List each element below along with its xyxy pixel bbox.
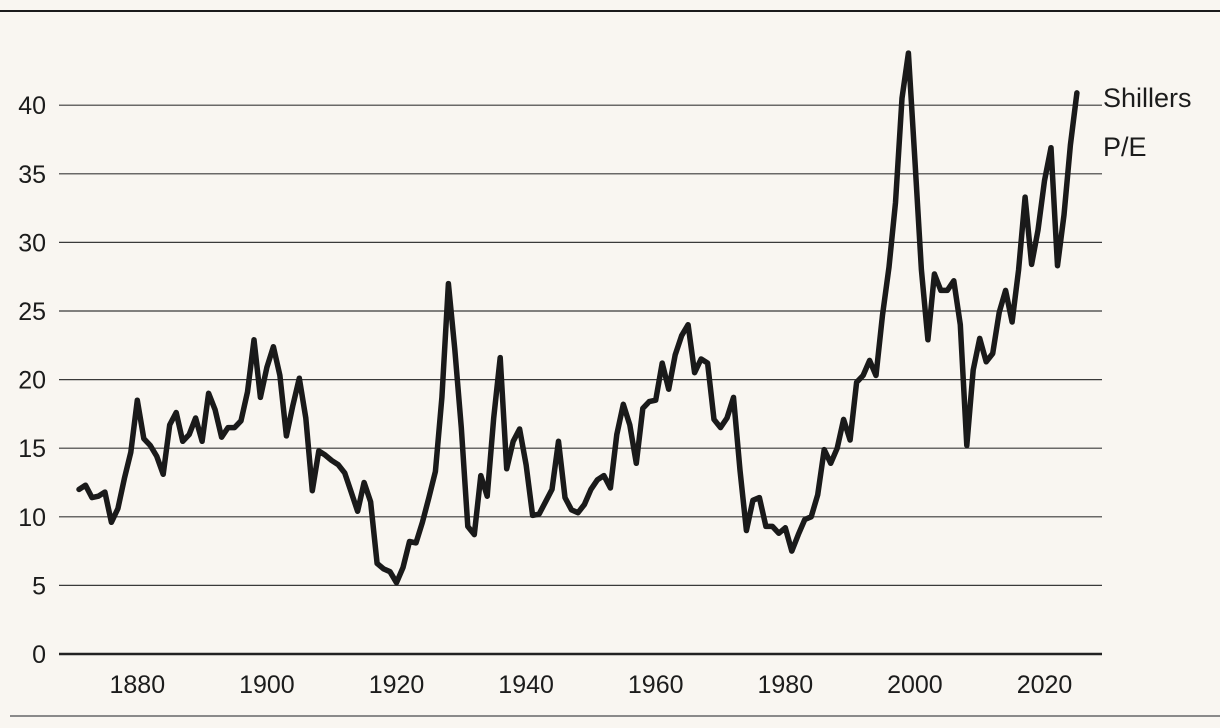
series-line-shillers-pe bbox=[76, 50, 1080, 586]
y-tick-label: 35 bbox=[18, 161, 46, 189]
y-tick-label: 30 bbox=[18, 229, 46, 257]
y-tick-label: 25 bbox=[18, 298, 46, 326]
y-tick-label: 5 bbox=[32, 572, 46, 600]
x-tick-label: 1960 bbox=[628, 671, 684, 699]
x-tick-label: 1920 bbox=[369, 671, 425, 699]
y-tick-label: 10 bbox=[18, 504, 46, 532]
x-axis-ticks: 1880 1900 1920 1940 1960 1980 2000 2020 bbox=[110, 671, 1073, 699]
series-label-line1: Shillers bbox=[1103, 83, 1192, 113]
x-tick-label: 1900 bbox=[239, 671, 295, 699]
x-tick-label: 1940 bbox=[498, 671, 554, 699]
y-tick-label: 40 bbox=[18, 92, 46, 120]
gridlines bbox=[59, 104, 1102, 656]
x-tick-label: 1880 bbox=[110, 671, 166, 699]
x-tick-label: 2000 bbox=[887, 671, 943, 699]
x-tick-label: 1980 bbox=[758, 671, 814, 699]
y-axis-ticks: 0 5 10 15 20 25 30 35 40 bbox=[18, 92, 46, 669]
y-tick-label: 0 bbox=[32, 641, 46, 669]
y-tick-label: 20 bbox=[18, 367, 46, 395]
x-tick-label: 2020 bbox=[1017, 671, 1073, 699]
y-tick-label: 15 bbox=[18, 435, 46, 463]
series-label-line2: P/E bbox=[1103, 132, 1147, 162]
